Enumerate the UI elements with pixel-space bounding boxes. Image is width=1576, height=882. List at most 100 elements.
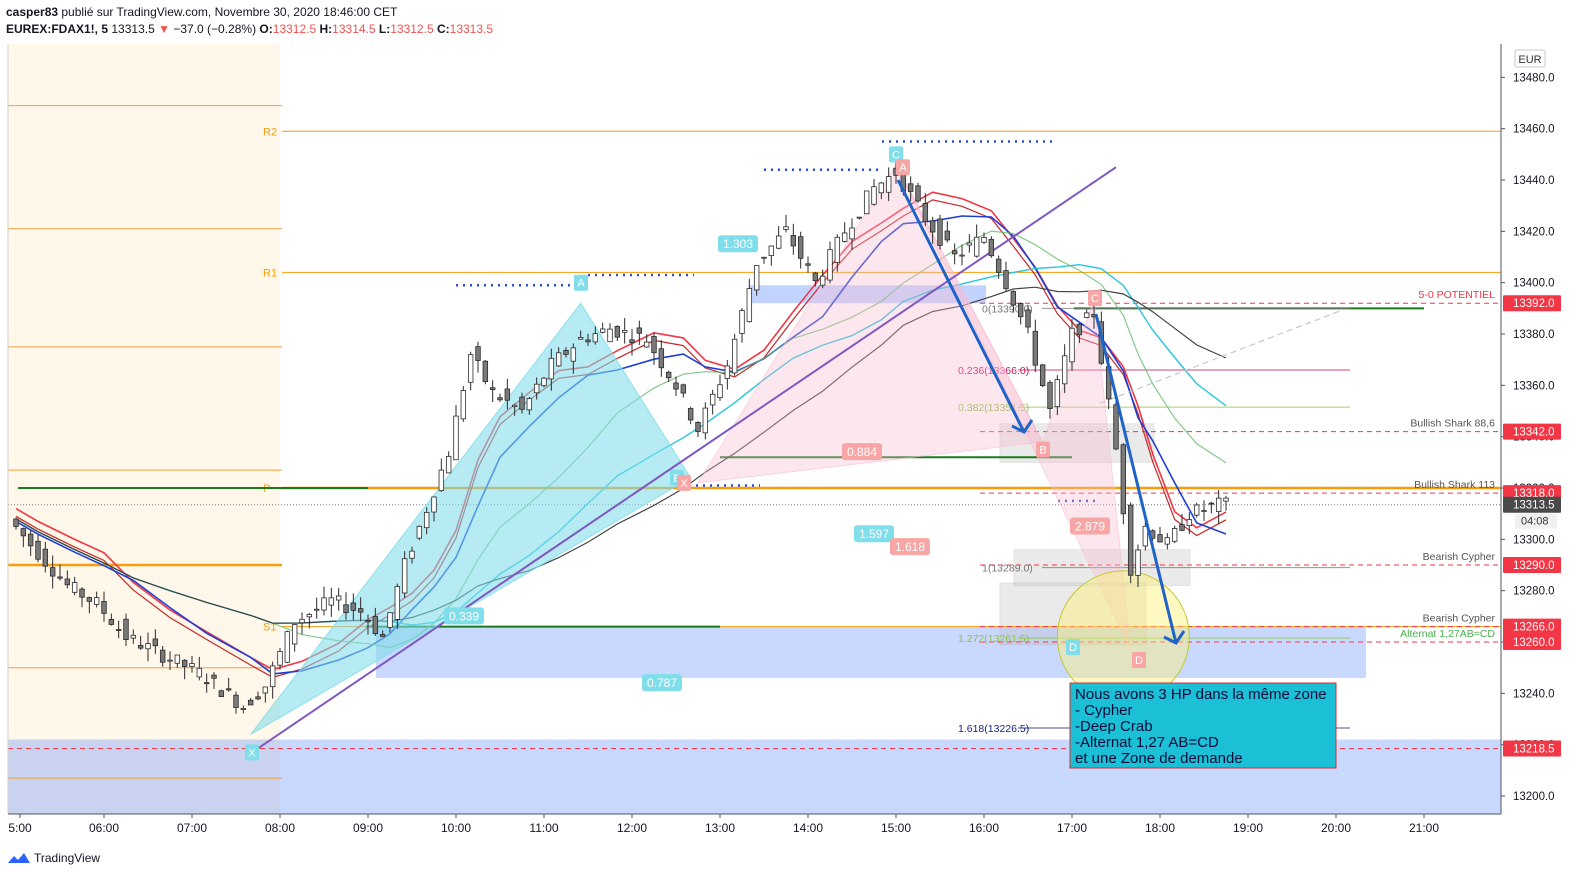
candle-body: [1047, 382, 1053, 410]
forecast-arrow: [896, 179, 1026, 433]
candle-body: [1069, 327, 1075, 363]
candle-body: [321, 597, 327, 611]
candle-body: [519, 396, 525, 410]
ratio-badge-label: 0.884: [847, 445, 877, 459]
candle-body: [467, 354, 474, 383]
candle-body: [1010, 291, 1017, 306]
candle-body: [1120, 444, 1127, 515]
candle-body: [416, 525, 423, 539]
candle-body: [973, 236, 980, 257]
candle-body: [328, 597, 335, 606]
candle-body: [1171, 528, 1178, 542]
y-tick-label: 13480.0: [1513, 72, 1555, 84]
candle-body: [922, 203, 929, 223]
y-tick-label: 13440.0: [1513, 175, 1555, 187]
ratio-badge: [854, 525, 894, 543]
y-tick-label: 13300.0: [1513, 534, 1555, 546]
candle-body: [57, 576, 63, 579]
x-tick-label: 20:00: [1321, 821, 1351, 835]
x-tick-label: 5:00: [8, 821, 32, 835]
fib-level-label: 0(13390.0): [982, 303, 1033, 315]
annotation-line: - Cypher: [1075, 702, 1133, 719]
candle-body: [555, 352, 562, 367]
candle-body: [526, 398, 533, 411]
candle-body: [409, 550, 415, 559]
candle-body: [1083, 312, 1090, 318]
tradingview-logo-icon: [8, 853, 30, 863]
x-tick-label: 21:00: [1409, 821, 1439, 835]
x-tick-label: 16:00: [969, 821, 999, 835]
x-tick-label: 17:00: [1057, 821, 1087, 835]
last-price: 13313.5: [111, 22, 155, 36]
candle-body: [196, 667, 203, 678]
candle-body: [651, 336, 657, 354]
ratio-badge: [444, 607, 484, 625]
candle-body: [284, 631, 291, 663]
candle-body: [988, 238, 995, 257]
candle-body: [174, 654, 181, 664]
harmonic-pattern-bearish-xab: [697, 163, 1044, 484]
symbol[interactable]: EUREX:FDAX1!, 5: [6, 22, 109, 36]
low-value: 13312.5: [390, 22, 434, 36]
candle-body: [387, 612, 393, 628]
pattern-point-badge: [1066, 639, 1080, 656]
y-tick-label: 13280.0: [1513, 586, 1555, 598]
candle-body: [885, 176, 892, 193]
candle-body: [739, 310, 745, 334]
candle-body: [599, 328, 606, 333]
candle-body: [607, 328, 613, 343]
candle-body: [189, 663, 195, 667]
moving-average-red: [15, 191, 1227, 671]
ratio-badge-label: 1.597: [859, 527, 889, 541]
candle-body: [343, 604, 349, 614]
annotation-line: Nous avons 3 HP dans la même zone: [1075, 686, 1327, 703]
candle-body: [915, 185, 921, 202]
down-arrow-icon: ▼: [158, 22, 170, 36]
ratio-badge-label: 0.339: [449, 609, 479, 623]
tradingview-logo[interactable]: TradingView: [8, 851, 100, 865]
candle-body: [1193, 504, 1200, 516]
candle-body: [1032, 330, 1039, 366]
candle-body: [533, 383, 540, 394]
ratio-badge: [890, 538, 930, 556]
candle-body: [181, 659, 188, 667]
pattern-point-label: D: [1135, 655, 1143, 667]
candle-body: [291, 624, 298, 645]
candle-body: [753, 265, 760, 291]
candle-body: [137, 644, 144, 649]
ratio-badge-label: 0.787: [647, 676, 677, 690]
candle-body: [233, 694, 239, 708]
price-tag: [1503, 496, 1561, 513]
candle-body: [1179, 524, 1185, 531]
candle-body: [768, 245, 775, 257]
candle-body: [797, 236, 804, 259]
candle-body: [42, 548, 49, 567]
open-value: 13312.5: [272, 22, 317, 36]
candle-body: [247, 699, 254, 706]
y-tick-label: 13460.0: [1513, 124, 1555, 136]
price-tag-label: 13392.0: [1513, 298, 1555, 310]
countdown-tag: [1515, 513, 1557, 529]
candle-body: [79, 588, 85, 598]
supply-zone-box: [750, 285, 986, 304]
pivot-label-s1: S1: [263, 622, 276, 634]
candle-body: [805, 263, 811, 266]
candle-body: [724, 365, 731, 379]
pattern-point-label: A: [577, 278, 585, 290]
candle-body: [101, 601, 107, 614]
x-tick-label: 09:00: [353, 821, 383, 835]
annotation-line: et une Zone de demande: [1075, 750, 1243, 767]
target-note-label: Alternat 1,27AB=CD: [1400, 628, 1495, 640]
price-tag: [1503, 295, 1561, 312]
candle-body: [1135, 549, 1141, 576]
x-tick-label: 13:00: [705, 821, 735, 835]
candle-body: [218, 690, 225, 698]
candle-body: [981, 237, 987, 243]
price-tag-label: 13313.5: [1513, 500, 1555, 512]
candle-body: [746, 288, 753, 323]
ratio-badge-label: 1.618: [895, 540, 925, 554]
currency-button[interactable]: [1514, 49, 1546, 68]
candle-body: [951, 250, 958, 255]
candle-body: [277, 651, 283, 666]
